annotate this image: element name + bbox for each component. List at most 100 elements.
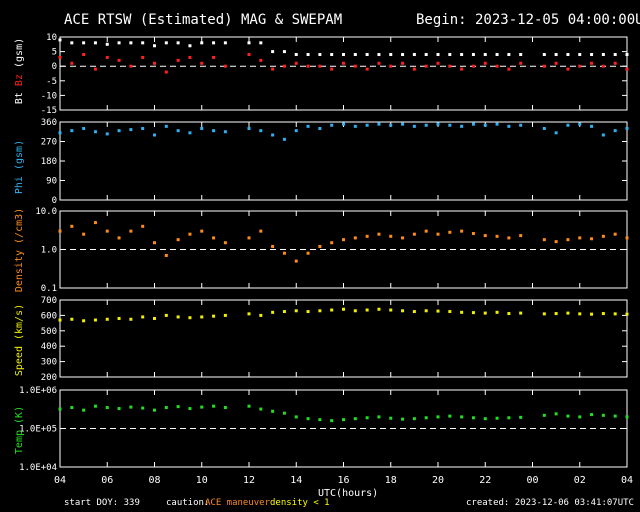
data-point-bz: [483, 61, 487, 65]
xtick-label: 06: [101, 475, 113, 486]
data-point-speed: [519, 311, 523, 315]
data-point-bz: [259, 58, 263, 62]
data-point-bz: [282, 64, 286, 68]
data-point-temp: [601, 413, 605, 417]
data-point-temp: [566, 414, 570, 418]
data-point-temp: [153, 408, 156, 412]
data-point-temp: [436, 415, 440, 419]
y-label-speed-unit: (km/s): [14, 303, 25, 340]
data-point-density: [223, 241, 227, 245]
data-point-bz: [117, 58, 121, 62]
data-point-speed: [365, 308, 369, 312]
data-point-density: [542, 238, 546, 242]
data-point-bt: [389, 53, 393, 57]
ytick-label-mag: -5: [46, 77, 57, 87]
data-point-speed: [590, 312, 594, 316]
ytick-label-phi: 0: [52, 196, 57, 206]
data-point-bt: [212, 41, 216, 45]
ytick-label-mag: 0: [52, 62, 57, 72]
data-point-speed: [58, 318, 62, 322]
ytick-label-phi: 360: [41, 118, 57, 128]
data-point-temp: [412, 417, 416, 421]
data-point-phi: [70, 129, 74, 133]
ytick-label-temp: 1.0E+06: [19, 386, 57, 396]
data-point-bz: [141, 55, 145, 59]
ytick-label-speed: 400: [41, 342, 57, 352]
y-label-phi-name: Phi: [14, 176, 25, 195]
data-point-phi: [271, 133, 275, 137]
panel-frame-phi: [59, 121, 628, 201]
data-point-speed: [82, 319, 86, 323]
data-point-density: [353, 236, 357, 240]
data-point-bz: [330, 67, 334, 71]
data-point-temp: [353, 417, 357, 421]
data-point-bz: [306, 64, 310, 68]
data-point-density: [271, 244, 275, 248]
data-point-bz: [353, 64, 357, 68]
data-point-bz: [625, 67, 629, 71]
data-point-temp: [259, 407, 263, 411]
data-point-density: [153, 241, 156, 245]
data-point-temp: [58, 407, 62, 411]
data-point-bz: [566, 67, 570, 71]
data-point-bz: [436, 61, 440, 65]
ytick-label-density: 10.0: [35, 207, 57, 217]
data-point-temp: [212, 404, 216, 408]
x-axis-label: UTC(hours): [318, 488, 379, 499]
data-point-bz: [129, 64, 133, 68]
data-point-temp: [247, 404, 251, 408]
data-point-temp: [365, 416, 369, 420]
data-point-bz: [613, 61, 617, 65]
data-point-phi: [330, 123, 334, 127]
data-point-phi: [519, 123, 523, 127]
data-point-phi: [212, 129, 216, 133]
data-point-bt: [247, 41, 251, 45]
data-point-speed: [212, 314, 216, 318]
data-point-speed: [601, 312, 605, 316]
data-point-density: [401, 236, 405, 240]
data-point-density: [129, 229, 133, 233]
xtick-label: 22: [479, 475, 491, 486]
y-label-mag: Bt Bz (gsm): [14, 31, 25, 111]
data-point-bt: [542, 53, 546, 57]
data-point-speed: [330, 308, 334, 312]
data-point-phi: [389, 123, 393, 127]
data-point-bt: [590, 53, 594, 57]
data-point-bt: [353, 53, 357, 57]
data-point-bz: [176, 58, 180, 62]
data-point-phi: [58, 131, 62, 135]
data-point-density: [188, 232, 192, 236]
ytick-label-speed: 200: [41, 373, 57, 383]
data-point-bt: [259, 41, 263, 45]
data-point-bz: [460, 67, 464, 71]
data-point-temp: [424, 416, 428, 420]
data-point-density: [554, 240, 558, 244]
data-point-density: [389, 234, 393, 238]
data-point-speed: [389, 308, 393, 312]
data-point-phi: [200, 127, 204, 130]
data-point-bz: [401, 61, 405, 65]
data-point-speed: [401, 309, 405, 313]
data-point-bt: [141, 41, 145, 45]
data-point-density: [294, 259, 298, 263]
data-point-bz: [578, 64, 582, 68]
data-point-speed: [436, 309, 440, 313]
data-point-phi: [153, 133, 156, 137]
data-point-bz: [105, 55, 109, 59]
data-point-density: [412, 232, 416, 236]
data-point-phi: [117, 129, 121, 133]
data-point-bz: [519, 61, 523, 65]
data-point-bt: [200, 41, 204, 45]
xtick-label: 02: [574, 475, 586, 486]
data-point-speed: [554, 312, 558, 316]
caution-label: caution:: [166, 498, 210, 508]
panel-frame-speed: [59, 299, 628, 378]
data-point-bz: [507, 67, 511, 71]
data-point-phi: [294, 129, 298, 133]
data-point-speed: [306, 310, 310, 314]
data-point-phi: [424, 123, 428, 127]
data-point-temp: [625, 415, 629, 419]
data-point-density: [306, 251, 310, 255]
y-label-density-name: Density: [14, 250, 25, 293]
data-point-density: [141, 224, 145, 228]
